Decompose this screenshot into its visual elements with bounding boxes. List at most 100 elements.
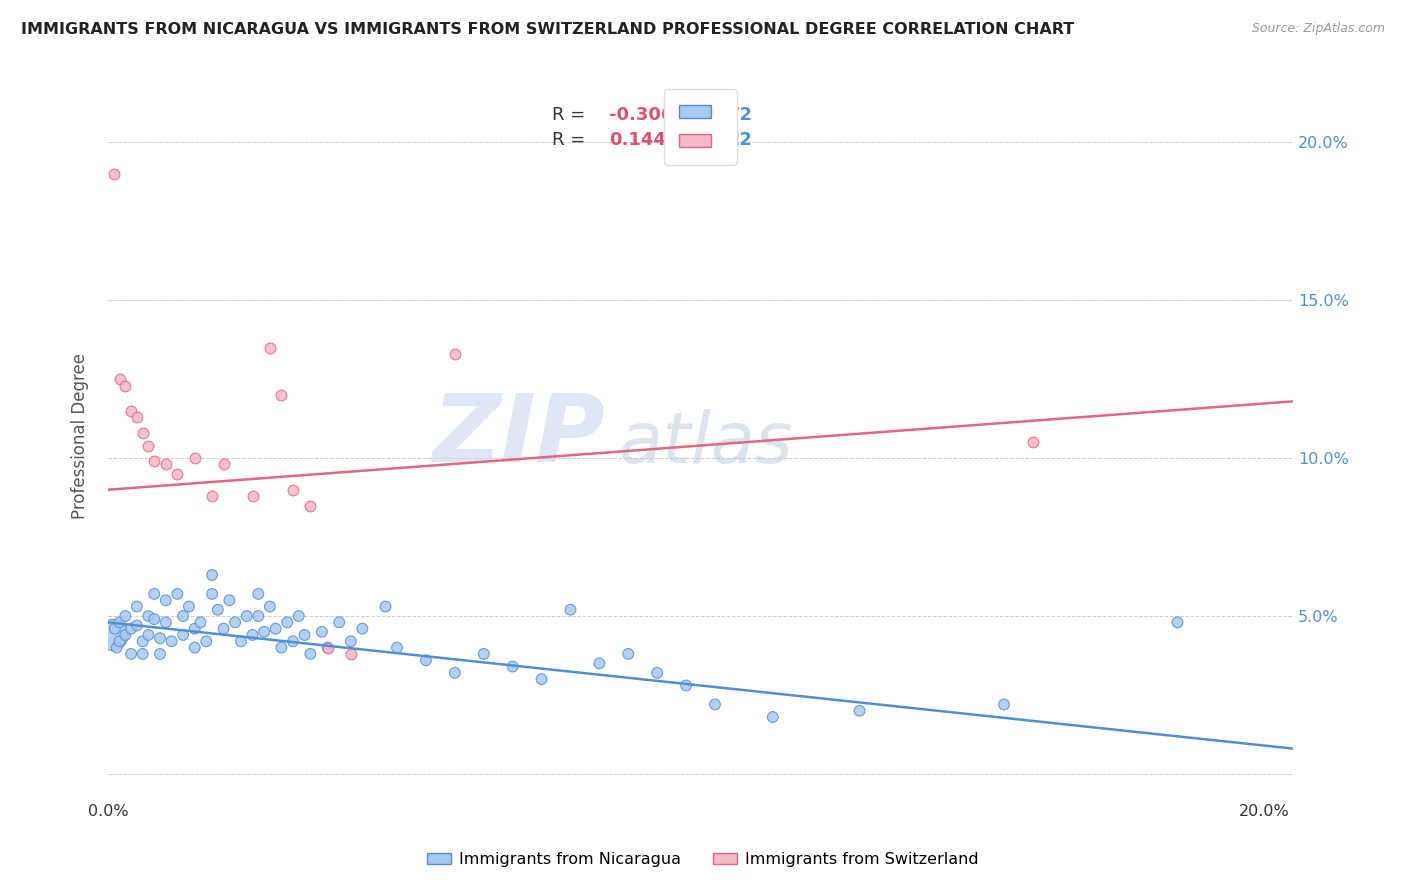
Text: 0.144: 0.144 [609,131,666,149]
Point [149,647,172,661]
Text: IMMIGRANTS FROM NICARAGUA VS IMMIGRANTS FROM SWITZERLAND PROFESSIONAL DEGREE COR: IMMIGRANTS FROM NICARAGUA VS IMMIGRANTS … [21,22,1074,37]
Point [385,640,408,655]
Point [195,634,218,648]
Point [560,603,582,617]
Point [103,167,125,181]
Point [120,404,142,418]
Point [155,458,177,472]
Point [172,628,194,642]
Point [1166,615,1188,630]
Legend: Immigrants from Nicaragua, Immigrants from Switzerland: Immigrants from Nicaragua, Immigrants fr… [420,846,986,873]
Point [704,698,727,712]
Text: N =: N = [668,131,725,149]
Point [143,612,166,626]
Point [212,458,235,472]
Point [138,628,160,642]
Point [190,615,212,630]
Point [339,634,361,648]
Point [316,640,339,655]
Point [114,628,136,642]
Text: ZIP: ZIP [433,390,606,482]
Point [101,628,124,642]
Text: R =: R = [553,106,592,124]
Point [444,347,467,361]
Point [201,568,224,582]
Point [242,489,264,503]
Point [270,640,292,655]
Point [212,622,235,636]
Point [207,603,229,617]
Point [502,659,524,673]
Point [149,631,172,645]
Point [848,704,870,718]
Point [105,640,128,655]
Y-axis label: Professional Degree: Professional Degree [72,353,89,519]
Point [299,499,322,513]
Point [183,640,205,655]
Point [1022,435,1045,450]
Point [108,634,131,648]
Point [155,593,177,607]
Point [183,451,205,466]
Point [201,587,224,601]
Point [166,587,188,601]
Point [993,698,1015,712]
Point [155,615,177,630]
Text: 72: 72 [728,106,752,124]
Point [143,454,166,468]
Point [328,615,350,630]
Point [311,624,333,639]
Text: Source: ZipAtlas.com: Source: ZipAtlas.com [1251,22,1385,36]
Point [108,372,131,386]
Point [281,634,304,648]
Point [762,710,785,724]
Point [120,622,142,636]
Point [299,647,322,661]
Point [352,622,374,636]
Point [114,378,136,392]
Point [138,438,160,452]
Point [472,647,495,661]
Point [160,634,183,648]
Point [104,622,127,636]
Point [183,622,205,636]
Point [415,653,437,667]
Point [645,665,668,680]
Point [138,609,160,624]
Point [131,647,153,661]
Point [242,628,264,642]
Point [264,622,287,636]
Point [675,678,697,692]
Text: N =: N = [668,106,725,124]
Point [143,587,166,601]
Point [247,609,270,624]
Text: -0.306: -0.306 [609,106,673,124]
Point [125,410,148,425]
Point [131,634,153,648]
Point [177,599,200,614]
Point [294,628,316,642]
Point [316,640,339,655]
Text: 22: 22 [728,131,752,149]
Point [172,609,194,624]
Point [444,665,467,680]
Point [131,425,153,440]
Text: R =: R = [553,131,598,149]
Point [339,647,361,661]
Point [108,615,131,630]
Point [201,489,224,503]
Point [259,599,281,614]
Point [287,609,309,624]
Point [270,388,292,402]
Point [259,341,281,355]
Point [588,657,610,671]
Point [374,599,396,614]
Point [247,587,270,601]
Point [224,615,246,630]
Point [218,593,240,607]
Point [276,615,298,630]
Point [253,624,276,639]
Point [166,467,188,481]
Point [229,634,252,648]
Point [617,647,640,661]
